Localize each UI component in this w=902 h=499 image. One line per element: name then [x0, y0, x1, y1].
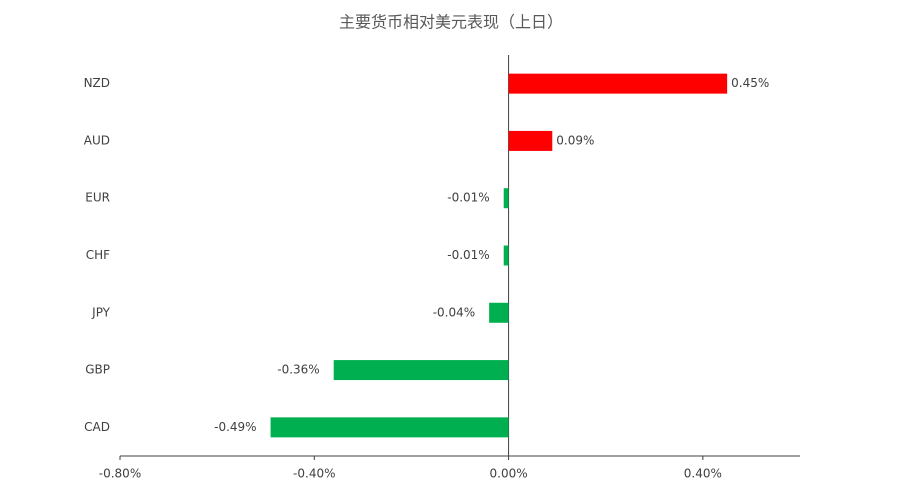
y-tick-label: CHF	[86, 248, 110, 262]
value-label: -0.04%	[433, 305, 475, 319]
y-tick-label: NZD	[84, 76, 110, 90]
x-tick-label: -0.80%	[99, 467, 141, 481]
x-tick-label: 0.40%	[684, 467, 722, 481]
y-tick-label: AUD	[84, 133, 110, 147]
bar	[508, 73, 728, 94]
value-label: 0.45%	[731, 76, 769, 90]
bar	[489, 302, 509, 323]
bar	[270, 417, 509, 438]
chart-title: 主要货币相对美元表现（上日）	[339, 13, 563, 32]
y-tick-label: JPY	[91, 305, 111, 319]
value-label: -0.01%	[447, 191, 489, 205]
value-label: -0.49%	[214, 420, 256, 434]
x-tick-label: -0.40%	[293, 467, 335, 481]
y-tick-label: CAD	[84, 420, 110, 434]
bar	[508, 130, 553, 151]
bar	[333, 360, 509, 381]
y-tick-label: GBP	[85, 363, 110, 377]
value-label: 0.09%	[556, 133, 594, 147]
bar	[503, 245, 509, 266]
y-tick-label: EUR	[85, 191, 110, 205]
x-tick-label: 0.00%	[490, 467, 528, 481]
value-label: -0.01%	[447, 248, 489, 262]
value-label: -0.36%	[277, 363, 319, 377]
bar	[503, 188, 509, 209]
